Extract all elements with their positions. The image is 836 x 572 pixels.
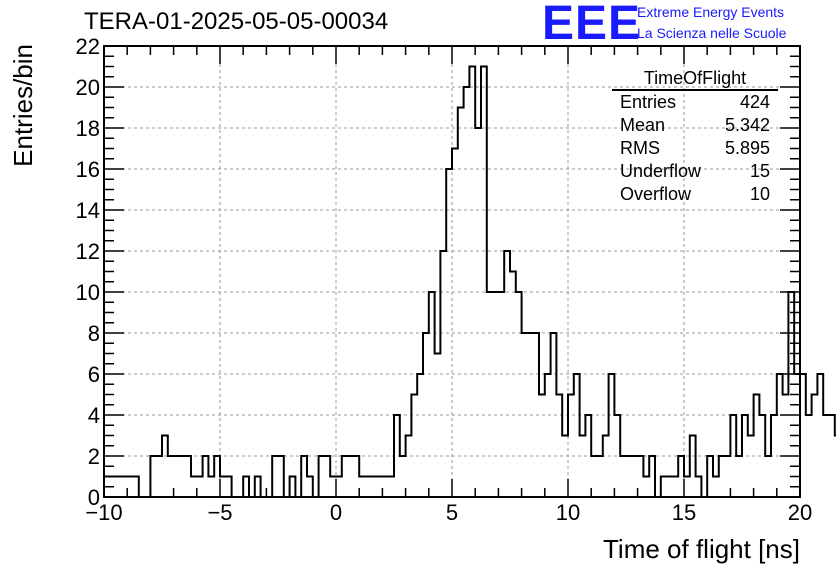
y-tick-label: 6 (88, 362, 100, 387)
stats-label: Overflow (620, 184, 692, 204)
stats-value: 5.342 (724, 115, 770, 135)
y-tick-label: 10 (76, 280, 100, 305)
x-tick-label: 0 (330, 500, 342, 525)
stats-title: TimeOfFlight (612, 67, 778, 91)
histogram-series (103, 65, 836, 498)
eee-logo: EEE (542, 0, 642, 50)
x-tick-label: 5 (446, 500, 458, 525)
x-tick-label: 15 (672, 500, 696, 525)
stats-label: Entries (620, 92, 677, 112)
y-tick-label: 0 (88, 485, 100, 510)
stats-row: Underflow 15 (612, 160, 778, 183)
y-tick-label: 4 (88, 403, 100, 428)
stats-label: Mean (620, 115, 666, 135)
stats-value: 424 (739, 92, 770, 112)
y-tick-label: 16 (76, 157, 100, 182)
y-tick-label: 22 (76, 34, 100, 59)
x-tick-labels: −10 −5 0 5 10 15 20 (85, 500, 812, 525)
x-tick-label: 20 (788, 500, 812, 525)
x-axis-label: Time of flight [ns] (603, 534, 800, 564)
x-tick-label: 10 (556, 500, 580, 525)
stats-label: Underflow (620, 161, 702, 181)
y-tick-labels: 0 2 4 6 8 10 12 14 16 18 20 22 (76, 34, 100, 510)
y-tick-label: 2 (88, 444, 100, 469)
stats-label: RMS (620, 138, 660, 158)
logo-line-2: La Scienza nelle Scuole (637, 25, 787, 41)
y-tick-label: 8 (88, 321, 100, 346)
x-tick-label: −5 (207, 500, 232, 525)
axis-ticks (103, 45, 801, 498)
y-tick-label: 14 (76, 198, 100, 223)
y-tick-label: 18 (76, 116, 100, 141)
y-tick-label: 20 (76, 75, 100, 100)
stats-value: 15 (749, 161, 770, 181)
y-axis-label: Entries/bin (8, 44, 38, 167)
stats-value: 10 (749, 184, 770, 204)
x-tick-label: −10 (85, 500, 122, 525)
stats-row: Overflow 10 (612, 183, 778, 206)
stats-row: RMS 5.895 (612, 137, 778, 160)
run-title: TERA-01-2025-05-05-00034 (84, 8, 389, 35)
y-tick-label: 12 (76, 239, 100, 264)
logo-line-1: Extreme Energy Events (637, 4, 785, 20)
stats-box: TimeOfFlight Entries 424 Mean 5.342 RMS … (612, 67, 778, 206)
stats-row: Mean 5.342 (612, 114, 778, 137)
stats-value: 5.895 (724, 138, 770, 158)
stats-row: Entries 424 (612, 91, 778, 114)
